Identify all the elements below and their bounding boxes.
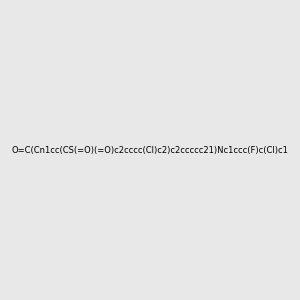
Text: O=C(Cn1cc(CS(=O)(=O)c2cccc(Cl)c2)c2ccccc21)Nc1ccc(F)c(Cl)c1: O=C(Cn1cc(CS(=O)(=O)c2cccc(Cl)c2)c2ccccc… [12,146,288,154]
